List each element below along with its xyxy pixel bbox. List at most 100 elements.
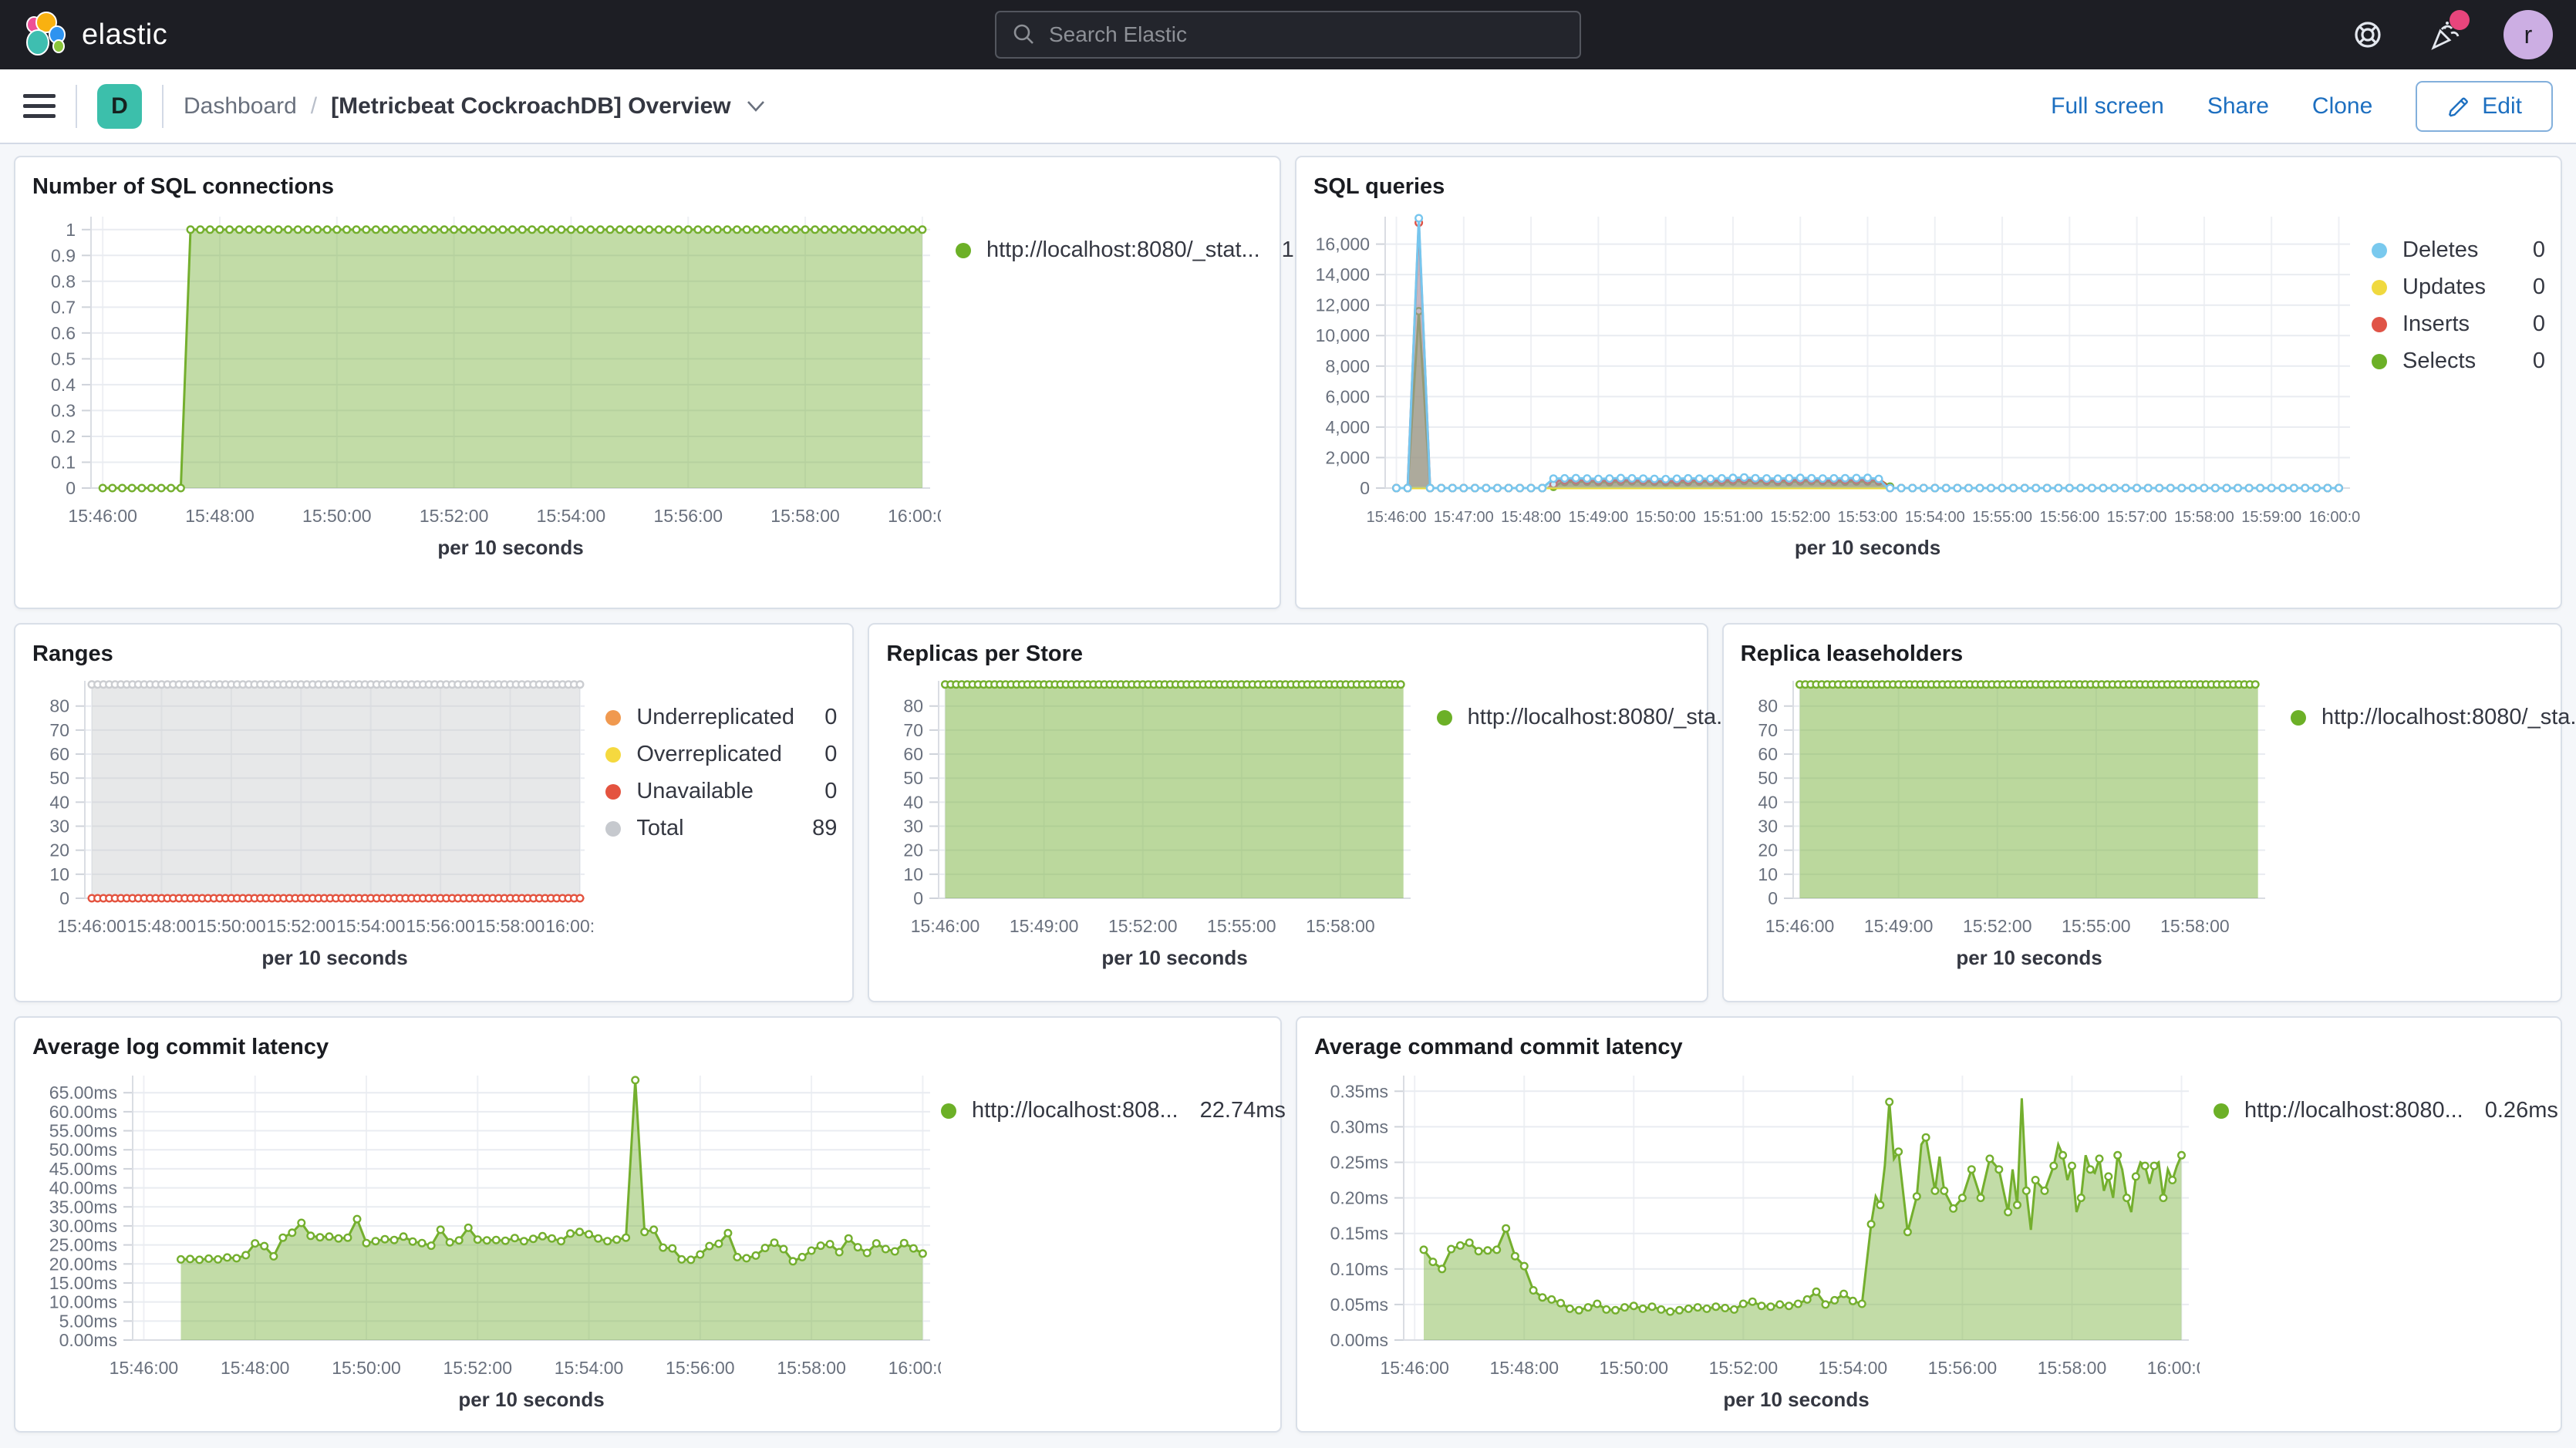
- cmd-latency-chart[interactable]: 0.00ms0.05ms0.10ms0.15ms0.20ms0.25ms0.30…: [1313, 1063, 2200, 1414]
- breadcrumb-dashboard-link[interactable]: Dashboard: [184, 93, 297, 120]
- legend-label: Overreplicated: [636, 742, 782, 767]
- svg-text:15:50:00: 15:50:00: [1636, 509, 1696, 526]
- legend-item[interactable]: Total 89: [605, 816, 837, 841]
- svg-text:15:49:00: 15:49:00: [1010, 916, 1079, 936]
- menu-button[interactable]: [23, 93, 56, 120]
- svg-text:15:53:00: 15:53:00: [1838, 509, 1898, 526]
- svg-text:15:56:00: 15:56:00: [406, 916, 475, 936]
- svg-text:15:55:00: 15:55:00: [1972, 509, 2032, 526]
- svg-text:0.30ms: 0.30ms: [1330, 1116, 1388, 1137]
- legend-item[interactable]: Deletes 0: [2372, 237, 2545, 263]
- series-dot-icon: [1437, 710, 1452, 726]
- legend-item[interactable]: http://localhost:8080... 0.26ms: [2214, 1098, 2545, 1123]
- svg-text:0.7: 0.7: [51, 297, 76, 317]
- dashboard-app-badge[interactable]: D: [97, 84, 142, 129]
- legend-value: 0: [803, 705, 837, 730]
- panel-ranges: Ranges 0102030405060708015:46:0015:48:00…: [14, 623, 854, 1002]
- svg-text:15:49:00: 15:49:00: [1568, 509, 1628, 526]
- legend-item[interactable]: http://localhost:8080/_stat... 1: [956, 237, 1264, 263]
- ranges-chart[interactable]: 0102030405060708015:46:0015:48:0015:50:0…: [31, 670, 594, 972]
- brand: elastic: [23, 12, 167, 58]
- svg-text:15:47:00: 15:47:00: [1434, 509, 1494, 526]
- legend-value: 1: [1260, 237, 1294, 263]
- replicas-chart[interactable]: 0102030405060708015:46:0015:49:0015:52:0…: [885, 670, 1425, 972]
- help-button[interactable]: [2349, 16, 2386, 53]
- svg-text:15.00ms: 15.00ms: [49, 1273, 117, 1293]
- svg-text:20: 20: [1758, 840, 1778, 860]
- search-input[interactable]: Search Elastic: [995, 11, 1581, 59]
- svg-text:20: 20: [49, 840, 69, 860]
- legend-label: Inserts: [2402, 311, 2470, 337]
- panel-replicas-per-store: Replicas per Store 0102030405060708015:4…: [868, 623, 1708, 1002]
- legend-item[interactable]: Unavailable 0: [605, 779, 837, 804]
- legend-item[interactable]: http://localhost:8080/_sta... 89: [2291, 705, 2545, 730]
- legend-item[interactable]: Overreplicated 0: [605, 742, 837, 767]
- svg-text:0.8: 0.8: [51, 271, 76, 291]
- svg-text:30: 30: [49, 817, 69, 837]
- legend-item[interactable]: Underreplicated 0: [605, 705, 837, 730]
- series-dot-icon: [2372, 317, 2387, 332]
- svg-text:40: 40: [49, 792, 69, 812]
- svg-text:10.00ms: 10.00ms: [49, 1292, 117, 1312]
- svg-text:15:55:00: 15:55:00: [2062, 916, 2131, 936]
- full-screen-button[interactable]: Full screen: [2051, 93, 2164, 120]
- svg-text:0.25ms: 0.25ms: [1330, 1152, 1388, 1172]
- edit-button[interactable]: Edit: [2416, 81, 2553, 132]
- legend-value: 0: [2511, 349, 2545, 374]
- svg-text:15:46:00: 15:46:00: [1367, 509, 1427, 526]
- svg-text:6,000: 6,000: [1325, 386, 1370, 406]
- chart-legend: http://localhost:8080/_sta... 89: [1437, 705, 1691, 742]
- clone-button[interactable]: Clone: [2312, 93, 2372, 120]
- svg-text:0.2: 0.2: [51, 426, 76, 446]
- svg-text:60.00ms: 60.00ms: [49, 1102, 117, 1122]
- chevron-down-icon[interactable]: [745, 99, 767, 114]
- legend-value: 0: [2511, 237, 2545, 263]
- panel-title: Number of SQL connections: [32, 174, 1264, 200]
- legend-value: 0.26ms: [2463, 1098, 2558, 1123]
- leaseholders-chart[interactable]: 0102030405060708015:46:0015:49:0015:52:0…: [1739, 670, 2279, 972]
- svg-text:15:48:00: 15:48:00: [1501, 509, 1561, 526]
- sql-queries-chart[interactable]: 02,0004,0006,0008,00010,00012,00014,0001…: [1312, 203, 2361, 565]
- svg-text:per 10 seconds: per 10 seconds: [1723, 1388, 1869, 1411]
- legend-item[interactable]: Inserts 0: [2372, 311, 2545, 337]
- legend-value: 22.74ms: [1178, 1098, 1286, 1123]
- svg-text:65.00ms: 65.00ms: [49, 1083, 117, 1103]
- sql-connections-chart[interactable]: 00.10.20.30.40.50.60.70.80.9115:46:0015:…: [31, 203, 941, 565]
- svg-text:0.20ms: 0.20ms: [1330, 1188, 1388, 1208]
- legend-value: 89: [791, 816, 837, 841]
- series-dot-icon: [956, 243, 971, 258]
- svg-text:per 10 seconds: per 10 seconds: [261, 946, 407, 969]
- legend-label: Unavailable: [636, 779, 754, 804]
- svg-text:0: 0: [59, 888, 69, 908]
- series-dot-icon: [605, 784, 621, 800]
- log-latency-chart[interactable]: 0.00ms5.00ms10.00ms15.00ms20.00ms25.00ms…: [31, 1063, 941, 1414]
- series-dot-icon: [605, 710, 621, 726]
- legend-item[interactable]: http://localhost:8080/_sta... 89: [1437, 705, 1691, 730]
- svg-text:80: 80: [904, 696, 924, 716]
- svg-text:15:52:00: 15:52:00: [1963, 916, 2032, 936]
- share-button[interactable]: Share: [2207, 93, 2269, 120]
- svg-text:per 10 seconds: per 10 seconds: [1102, 946, 1248, 969]
- svg-text:15:48:00: 15:48:00: [221, 1358, 290, 1378]
- svg-text:60: 60: [1758, 744, 1778, 764]
- divider: [76, 85, 77, 128]
- svg-text:70: 70: [1758, 720, 1778, 740]
- legend-item[interactable]: Updates 0: [2372, 274, 2545, 300]
- svg-text:80: 80: [49, 696, 69, 716]
- legend-item[interactable]: http://localhost:808... 22.74ms: [941, 1098, 1265, 1123]
- svg-text:4,000: 4,000: [1325, 417, 1370, 437]
- svg-text:per 10 seconds: per 10 seconds: [1795, 536, 1940, 559]
- svg-text:0.15ms: 0.15ms: [1330, 1224, 1388, 1244]
- legend-label: http://localhost:808...: [972, 1098, 1178, 1123]
- search-icon: [1012, 22, 1037, 47]
- pencil-icon: [2446, 95, 2470, 118]
- svg-text:8,000: 8,000: [1325, 356, 1370, 376]
- legend-item[interactable]: Selects 0: [2372, 349, 2545, 374]
- svg-text:15:52:00: 15:52:00: [267, 916, 336, 936]
- user-avatar[interactable]: r: [2504, 10, 2553, 59]
- svg-text:30.00ms: 30.00ms: [49, 1216, 117, 1236]
- svg-text:0: 0: [1360, 478, 1370, 498]
- news-button[interactable]: [2426, 16, 2463, 53]
- svg-text:15:51:00: 15:51:00: [1703, 509, 1763, 526]
- svg-text:30: 30: [1758, 817, 1778, 837]
